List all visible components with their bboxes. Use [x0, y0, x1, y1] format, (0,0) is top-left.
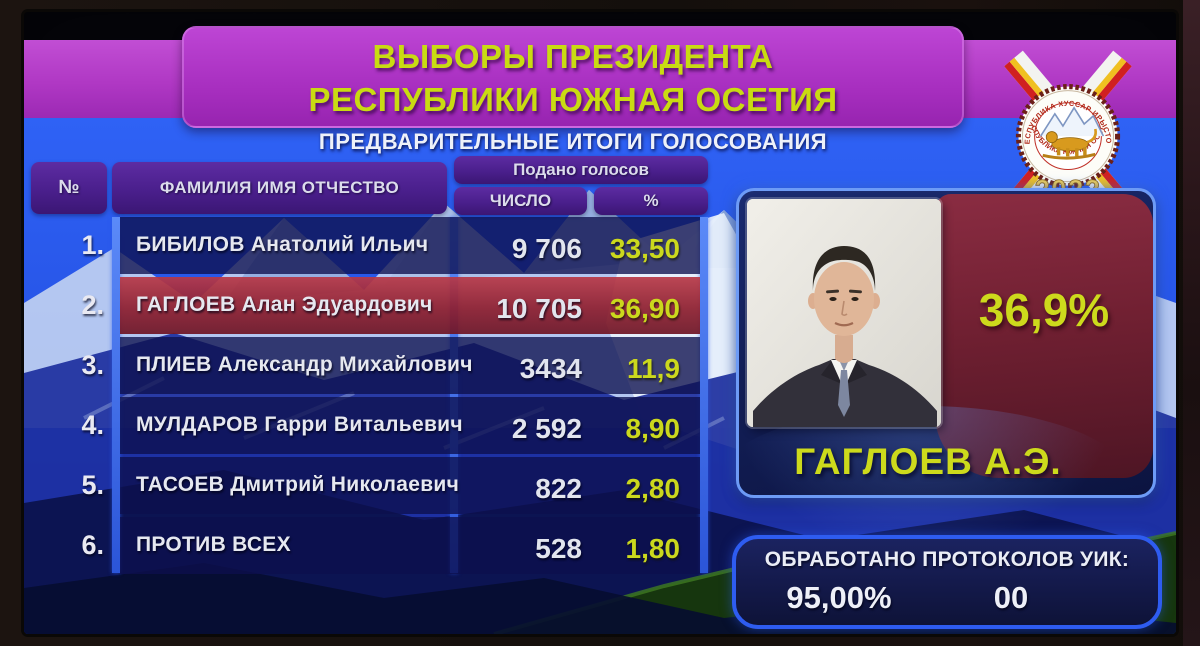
table-row: 1. БИБИЛОВ Анатолий Ильич 9 706 33,50: [24, 217, 736, 274]
candidate-name: ТАСОЕВ Дмитрий Николаевич: [136, 473, 460, 496]
row-band: [120, 337, 700, 394]
row-number: 3.: [81, 350, 104, 380]
votes-percent: 2,80: [625, 473, 681, 504]
protocols-label: ОБРАБОТАНО ПРОТОКОЛОВ УИК:: [764, 548, 1130, 571]
tv-screen: ВЫБОРЫ ПРЕЗИДЕНТА РЕСПУБЛИКИ ЮЖНАЯ ОСЕТИ…: [24, 12, 1176, 634]
table-row: 4. МУЛДАРОВ Гарри Витальевич 2 592 8,90: [24, 397, 736, 454]
coat-of-arms-icon: РЕСПУБЛИКА ХУССАР ИРЫСТОН РЕСПУБЛИКА ЮЖН…: [982, 46, 1133, 208]
table-divider-bar: [450, 217, 458, 573]
column-header-percent: %: [594, 187, 708, 215]
title-banner: ВЫБОРЫ ПРЕЗИДЕНТА РЕСПУБЛИКИ ЮЖНАЯ ОСЕТИ…: [182, 26, 964, 128]
ribbon-top-left: [1004, 50, 1057, 107]
page-title-line1: ВЫБОРЫ ПРЕЗИДЕНТА: [372, 38, 774, 75]
table-row: 6. ПРОТИВ ВСЕХ 528 1,80: [24, 517, 736, 574]
votes-count: 822: [535, 473, 582, 504]
table-divider-bar: [700, 217, 708, 573]
table-row: 5. ТАСОЕВ Дмитрий Николаевич 822 2,80: [24, 457, 736, 514]
row-band: [120, 517, 700, 574]
column-header-number: ЧИСЛО: [454, 187, 587, 215]
row-band: [120, 397, 700, 454]
candidate-name: БИБИЛОВ Анатолий Ильич: [136, 233, 429, 256]
protocols-panel: ОБРАБОТАНО ПРОТОКОЛОВ УИК: 95,00% 00: [732, 535, 1162, 629]
ribbon-top-right: [1079, 50, 1132, 107]
votes-percent: 1,80: [625, 533, 681, 564]
leader-percent: 36,9%: [978, 284, 1110, 336]
column-header-name: ФАМИЛИЯ ИМЯ ОТЧЕСТВО: [112, 162, 447, 214]
person-portrait-image: [747, 199, 941, 427]
votes-percent: 11,9: [627, 353, 680, 384]
votes-count: 528: [535, 533, 582, 564]
candidate-photo: [747, 199, 941, 427]
emblem-mountains: [1039, 106, 1105, 137]
table-row: 3. ПЛИЕВ Александр Михайлович 3434 11,9: [24, 337, 736, 394]
table-divider-bar: [112, 217, 120, 573]
row-band: [120, 457, 700, 514]
protocols-uik-count: 00: [993, 580, 1029, 615]
column-header-no: №: [31, 162, 107, 214]
votes-percent: 36,90: [609, 293, 680, 324]
leader-name: ГАГЛОЕВ А.Э.: [794, 441, 1062, 482]
votes-percent: 33,50: [609, 233, 680, 264]
votes-count: 3434: [519, 353, 582, 384]
votes-count: 2 592: [511, 413, 582, 444]
row-number: 2.: [81, 290, 104, 320]
candidate-name: МУЛДАРОВ Гарри Витальевич: [136, 413, 463, 436]
table-row: 2. ГАГЛОЕВ Алан Эдуардович 10 705 36,90: [24, 277, 736, 334]
row-number: 5.: [81, 470, 104, 500]
protocols-percent: 95,00%: [786, 580, 892, 615]
row-number: 1.: [81, 230, 104, 260]
row-number: 6.: [81, 530, 104, 560]
wall-background: [1183, 0, 1200, 646]
candidate-name: ПРОТИВ ВСЕХ: [136, 533, 291, 556]
leader-panel: 36,9% ГАГЛОЕВ А.Э.: [709, 188, 1156, 576]
row-band: [120, 217, 700, 274]
votes-count: 9 706: [511, 233, 582, 264]
subtitle: ПРЕДВАРИТЕЛЬНЫЕ ИТОГИ ГОЛОСОВАНИЯ: [318, 129, 828, 154]
leader-percent-background: [935, 194, 1153, 478]
emblem-leopard: [1045, 128, 1097, 157]
votes-count: 10 705: [496, 293, 582, 324]
row-number: 4.: [81, 410, 104, 440]
candidate-name: ПЛИЕВ Александр Михайлович: [136, 353, 473, 376]
column-header-votes-group: Подано голосов: [454, 156, 708, 184]
row-band: [120, 277, 700, 334]
votes-percent: 8,90: [625, 413, 681, 444]
page-title-line2: РЕСПУБЛИКИ ЮЖНАЯ ОСЕТИЯ: [308, 81, 838, 118]
candidate-name: ГАГЛОЕВ Алан Эдуардович: [136, 293, 433, 316]
